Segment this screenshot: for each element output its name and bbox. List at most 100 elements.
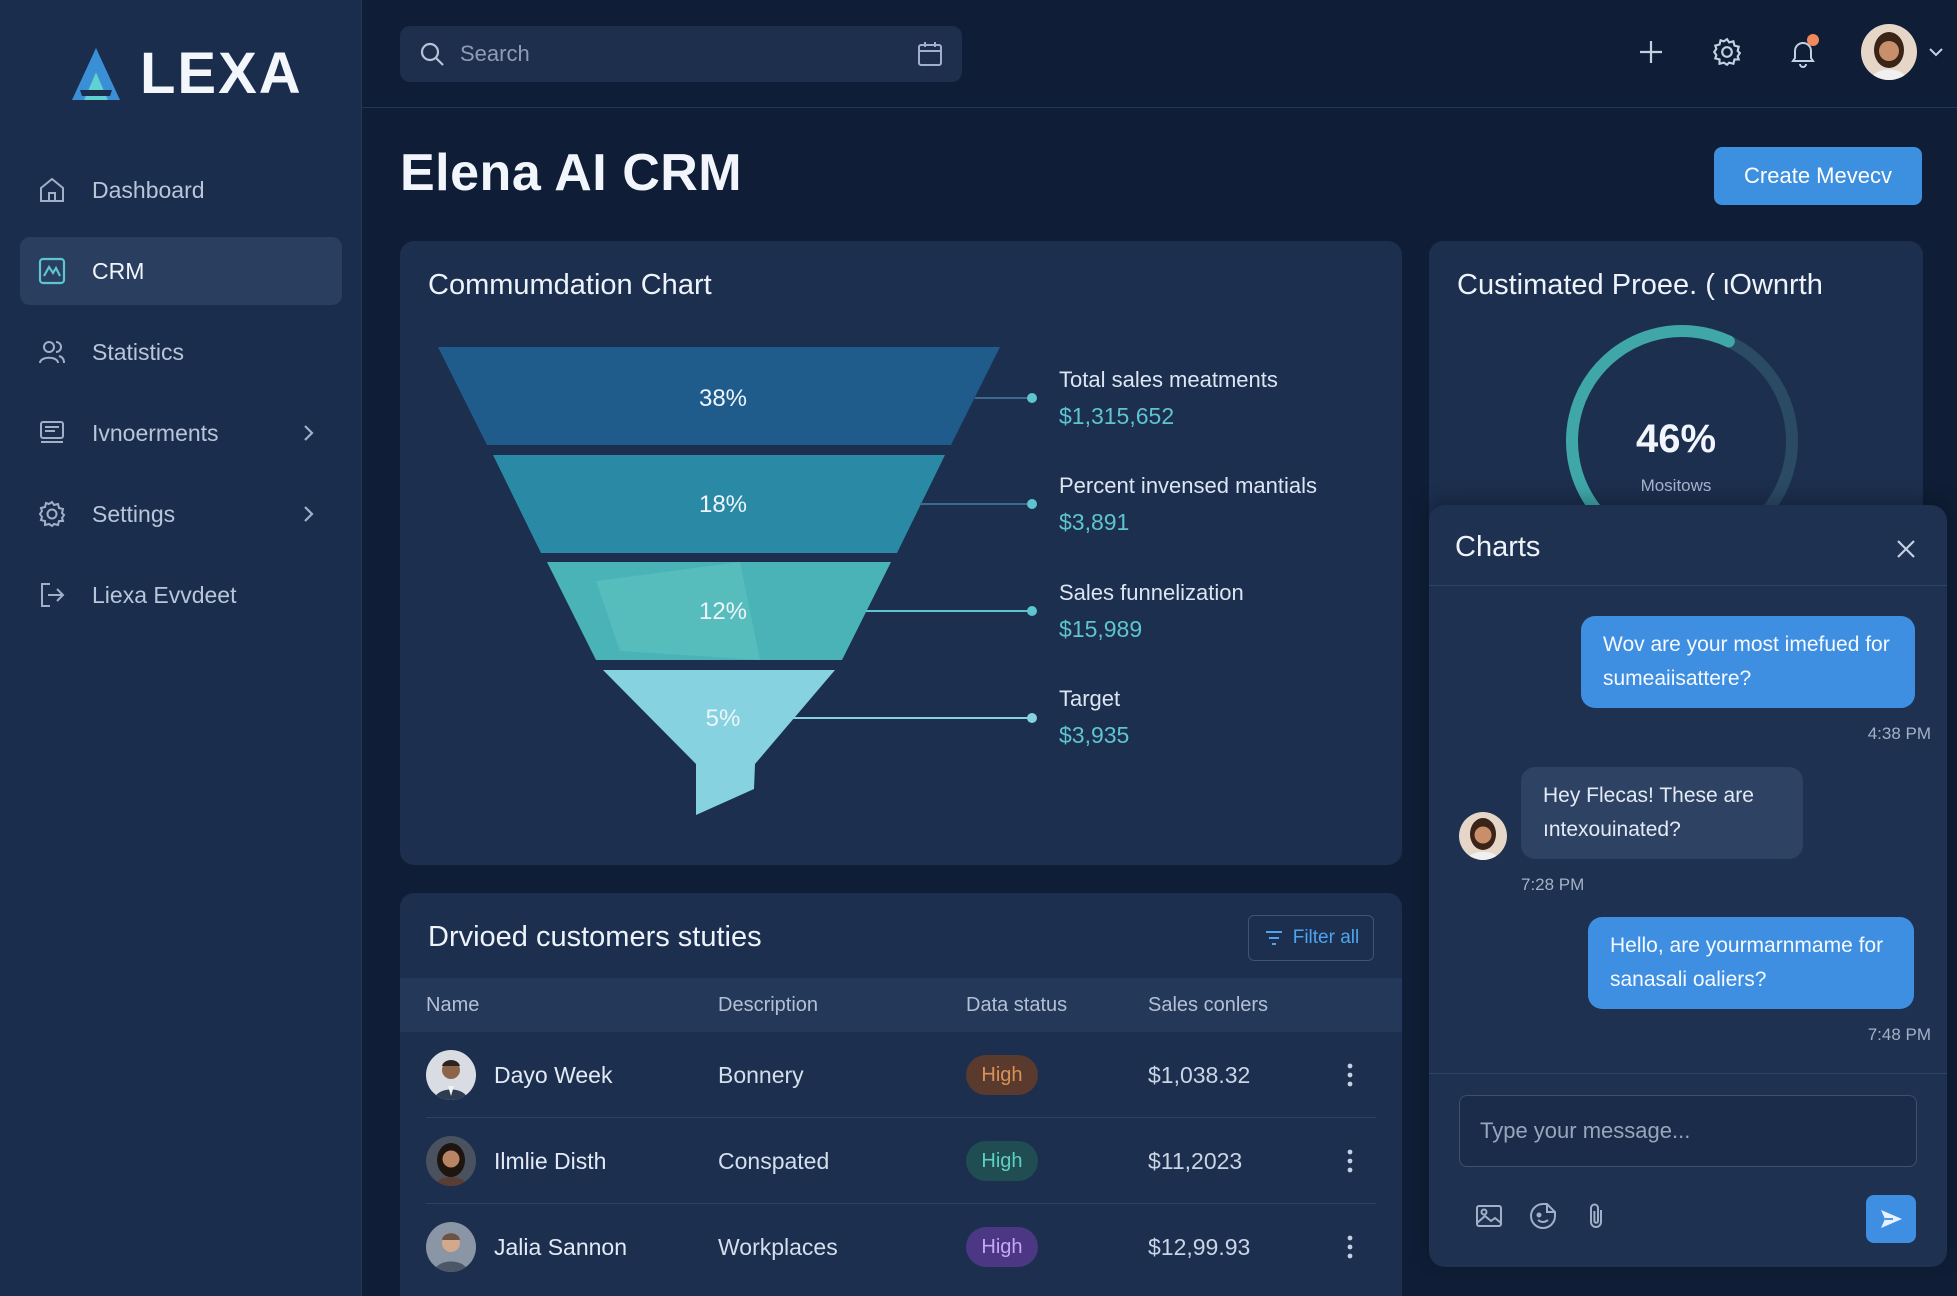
chevron-right-icon: [304, 425, 314, 441]
avatar: [426, 1050, 476, 1100]
gear-icon: [36, 498, 68, 530]
message-timestamp: 7:28 PM: [1521, 875, 1585, 894]
add-button[interactable]: [1631, 32, 1671, 72]
message-timestamp: 4:38 PM: [1867, 724, 1931, 743]
send-button[interactable]: [1866, 1195, 1916, 1243]
column-header-description[interactable]: Description: [718, 994, 819, 1016]
column-header-sales[interactable]: Sales conlers: [1148, 994, 1269, 1016]
search-input[interactable]: [460, 41, 916, 67]
close-icon[interactable]: [1892, 535, 1920, 563]
connector-dot-4: [1027, 713, 1037, 723]
funnel-metric: Target $3,935: [1059, 686, 1129, 749]
chart-icon: [36, 255, 68, 287]
filter-button[interactable]: Filter all: [1248, 915, 1374, 961]
image-icon[interactable]: [1473, 1200, 1505, 1232]
connector-dot-1: [1027, 393, 1037, 403]
funnel-stage-4[interactable]: [603, 670, 835, 815]
customer-sales: $1,038.32: [1148, 1062, 1251, 1088]
customer-name: Dayo Week: [494, 1062, 613, 1088]
metric-label: Percent invensed mantials: [1059, 473, 1318, 498]
column-header-name[interactable]: Name: [426, 994, 480, 1016]
status-badge: High: [966, 1055, 1038, 1095]
message-input[interactable]: [1459, 1095, 1917, 1167]
sidebar-item-dashboard[interactable]: Dashboard: [20, 156, 342, 224]
gauge-value: 46%: [1635, 417, 1717, 461]
chat-message-outgoing: Wov are your most imefued for sumeaiisat…: [1581, 616, 1915, 708]
funnel-stage-3[interactable]: [547, 562, 891, 660]
message-timestamp: 7:48 PM: [1867, 1025, 1931, 1044]
sidebar-item-label: Statistics: [92, 338, 185, 365]
table-row[interactable]: Dayo Week Bonnery High $1,038.32: [400, 1032, 1402, 1118]
sidebar-item-liexa-evvdeet[interactable]: Liexa Evvdeet: [20, 561, 342, 629]
monitor-icon: [36, 417, 68, 449]
topbar: [362, 0, 1957, 108]
status-badge: High: [966, 1227, 1038, 1267]
notifications-button[interactable]: [1783, 32, 1823, 72]
metric-value: $1,315,652: [1059, 403, 1175, 429]
brand-name: LEXA: [140, 41, 303, 106]
customer-description: Bonnery: [718, 1062, 804, 1088]
connector-dot-2: [1027, 499, 1037, 509]
table-row[interactable]: Ilmlie Disth Conspated High $11,2023: [400, 1118, 1402, 1204]
status-badge: High: [966, 1141, 1038, 1181]
customer-description: Conspated: [718, 1148, 830, 1174]
sidebar-item-label: CRM: [92, 257, 145, 284]
stage-percent-1: 38%: [699, 385, 747, 412]
sidebar-item-settings[interactable]: Settings: [20, 480, 342, 548]
metric-value: $15,989: [1059, 616, 1143, 642]
brand-logo[interactable]: LEXA: [70, 40, 303, 107]
column-header-status[interactable]: Data status: [966, 994, 1068, 1016]
search-bar: [400, 26, 962, 82]
paperclip-icon[interactable]: [1581, 1200, 1613, 1232]
sidebar-item-ivnoerments[interactable]: Ivnoerments: [20, 399, 342, 467]
avatar-image: [1861, 24, 1917, 80]
funnel-metric: Total sales meatments $1,315,652: [1059, 367, 1278, 430]
funnel-chart: 38% 18% 12% 5%: [438, 347, 1037, 815]
customer-name: Jalia Sannon: [494, 1234, 627, 1260]
home-icon: [36, 174, 68, 206]
funnel-stage-1[interactable]: [438, 347, 1000, 445]
metric-label: Total sales meatments: [1059, 367, 1278, 392]
stage-percent-2: 18%: [699, 491, 747, 518]
create-button[interactable]: Create Mevecv: [1714, 147, 1922, 205]
chevron-down-icon[interactable]: [1925, 41, 1947, 63]
chat-message-outgoing: Hello, are yourmarnmame for sanasali oal…: [1588, 917, 1914, 1009]
row-divider: [426, 1117, 1376, 1118]
metric-value: $3,935: [1059, 722, 1130, 748]
table-header: Name Description Data status Sales conle…: [400, 978, 1402, 1032]
chat-divider: [1429, 585, 1947, 586]
search-icon: [420, 42, 444, 66]
card-title: Commumdation Chart: [428, 269, 712, 301]
funnel-metric: Sales funnelization $15,989: [1059, 580, 1244, 643]
funnel-stage-3-highlight: [596, 562, 760, 660]
customer-name: Ilmlie Disth: [494, 1148, 607, 1174]
topbar-actions: [1595, 24, 1957, 80]
user-avatar[interactable]: [1861, 24, 1917, 80]
calendar-icon[interactable]: [916, 40, 944, 68]
sidebar-nav: Dashboard CRM Statistics Ivnoerments: [20, 156, 342, 642]
sidebar-item-statistics[interactable]: Statistics: [20, 318, 342, 386]
card-title: Custimated Proee. ( ιOwnrth: [1457, 269, 1823, 301]
gauge-card: Custimated Proee. ( ιOwnrth 46% Mositows: [1429, 241, 1923, 541]
settings-button[interactable]: [1707, 32, 1747, 72]
customer-description: Workplaces: [718, 1234, 838, 1260]
row-divider: [426, 1203, 1376, 1204]
sidebar-item-crm[interactable]: CRM: [20, 237, 342, 305]
more-options-icon[interactable]: [1344, 1060, 1356, 1090]
metric-value: $3,891: [1059, 509, 1130, 535]
filter-icon: [1265, 931, 1282, 945]
sidebar-item-label: Ivnoerments: [92, 419, 219, 446]
chat-divider: [1429, 1073, 1947, 1074]
funnel-stage-2[interactable]: [493, 455, 945, 553]
more-options-icon[interactable]: [1344, 1232, 1356, 1262]
filter-label: Filter all: [1292, 927, 1360, 948]
chat-title: Charts: [1455, 531, 1541, 563]
avatar: [426, 1222, 476, 1272]
gauge-progress: [1566, 325, 1735, 532]
sticker-icon[interactable]: [1527, 1200, 1559, 1232]
plus-icon: [1640, 41, 1662, 63]
gauge-caption: Mositows: [1640, 476, 1712, 495]
customer-sales: $12,99.93: [1148, 1234, 1251, 1260]
more-options-icon[interactable]: [1344, 1146, 1356, 1176]
table-row[interactable]: Jalia Sannon Workplaces High $12,99.93: [400, 1204, 1402, 1290]
